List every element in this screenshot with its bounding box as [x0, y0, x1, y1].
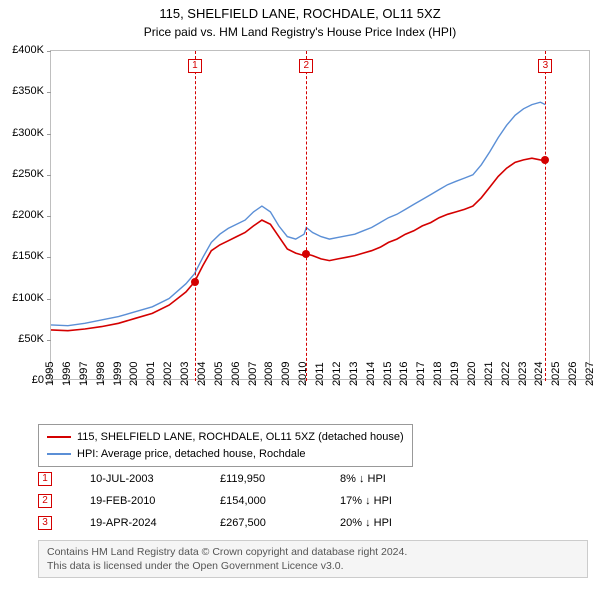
x-axis-label: 1997 [78, 362, 90, 386]
sale-event-number: 1 [38, 472, 52, 486]
y-tick [47, 340, 51, 341]
legend: 115, SHELFIELD LANE, ROCHDALE, OL11 5XZ … [38, 424, 413, 467]
y-axis-label: £0 [32, 374, 44, 386]
sale-marker-line [195, 51, 196, 381]
x-axis-label: 2009 [280, 362, 292, 386]
y-axis-label: £250K [12, 168, 44, 180]
sale-marker-dot [191, 278, 199, 286]
sale-event-price: £154,000 [220, 495, 340, 507]
y-tick [47, 175, 51, 176]
series-line-property [51, 158, 545, 331]
x-axis-label: 2005 [213, 362, 225, 386]
y-tick [47, 299, 51, 300]
chart-container: 115, SHELFIELD LANE, ROCHDALE, OL11 5XZ … [0, 0, 600, 590]
legend-swatch-hpi [47, 453, 71, 455]
y-axis-label: £300K [12, 127, 44, 139]
chart-title: 115, SHELFIELD LANE, ROCHDALE, OL11 5XZ [0, 0, 600, 23]
x-axis-label: 2014 [365, 362, 377, 386]
footer-line-2: This data is licensed under the Open Gov… [47, 559, 579, 573]
sale-event-number: 3 [38, 516, 52, 530]
y-tick [47, 134, 51, 135]
sale-marker-dot [541, 156, 549, 164]
sale-marker-dot [302, 250, 310, 258]
x-axis-label: 2002 [162, 362, 174, 386]
x-axis-label: 1998 [95, 362, 107, 386]
x-axis-label: 2023 [517, 362, 529, 386]
x-axis-label: 2000 [128, 362, 140, 386]
sale-marker-number: 2 [299, 59, 313, 73]
sale-event-price: £267,500 [220, 517, 340, 529]
y-tick [47, 216, 51, 217]
x-axis-label: 2016 [398, 362, 410, 386]
x-axis-label: 2012 [331, 362, 343, 386]
series-line-hpi [51, 102, 545, 326]
legend-label-hpi: HPI: Average price, detached house, Roch… [77, 446, 306, 463]
sale-marker-line [306, 51, 307, 381]
x-axis-label: 1995 [44, 362, 56, 386]
x-axis-label: 2022 [500, 362, 512, 386]
sale-marker-line [545, 51, 546, 381]
y-axis-label: £50K [18, 333, 44, 345]
x-axis-label: 2004 [196, 362, 208, 386]
x-axis-label: 1999 [112, 362, 124, 386]
footer-line-1: Contains HM Land Registry data © Crown c… [47, 545, 579, 559]
x-axis-label: 2008 [263, 362, 275, 386]
sale-event-row: 2 19-FEB-2010£154,00017% ↓ HPI [38, 490, 460, 512]
sale-event-date: 19-APR-2024 [90, 517, 220, 529]
x-axis-label: 2013 [348, 362, 360, 386]
y-tick [47, 92, 51, 93]
x-axis-label: 2026 [567, 362, 579, 386]
x-axis-label: 2011 [314, 362, 326, 386]
sale-event-row: 3 19-APR-2024£267,50020% ↓ HPI [38, 512, 460, 534]
x-axis-label: 2019 [449, 362, 461, 386]
footer-attribution: Contains HM Land Registry data © Crown c… [38, 540, 588, 578]
y-axis-label: £350K [12, 85, 44, 97]
x-axis-label: 2001 [145, 362, 157, 386]
sale-event-number: 2 [38, 494, 52, 508]
y-axis-label: £150K [12, 250, 44, 262]
legend-swatch-property [47, 436, 71, 438]
x-axis-label: 2003 [179, 362, 191, 386]
y-axis-label: £200K [12, 209, 44, 221]
legend-row-hpi: HPI: Average price, detached house, Roch… [47, 446, 404, 463]
x-axis-label: 2010 [297, 362, 309, 386]
x-axis-label: 2006 [230, 362, 242, 386]
y-axis-label: £100K [12, 292, 44, 304]
plot-svg [51, 51, 591, 381]
sale-event-row: 1 10-JUL-2003£119,9508% ↓ HPI [38, 468, 460, 490]
x-axis-label: 2020 [466, 362, 478, 386]
y-tick [47, 257, 51, 258]
sale-event-diff: 17% ↓ HPI [340, 495, 460, 507]
y-tick [47, 51, 51, 52]
sale-event-price: £119,950 [220, 473, 340, 485]
y-axis-label: £400K [12, 44, 44, 56]
sale-marker-number: 1 [188, 59, 202, 73]
x-axis-label: 2021 [483, 362, 495, 386]
chart-area: 123 £0£50K£100K£150K£200K£250K£300K£350K… [50, 50, 590, 380]
x-axis-label: 1996 [61, 362, 73, 386]
chart-subtitle: Price paid vs. HM Land Registry's House … [0, 23, 600, 39]
sale-events-table: 1 10-JUL-2003£119,9508% ↓ HPI 2 19-FEB-2010… [38, 468, 460, 534]
legend-label-property: 115, SHELFIELD LANE, ROCHDALE, OL11 5XZ … [77, 429, 404, 446]
plot-region: 1 2 3 [50, 50, 590, 380]
x-axis-label: 2017 [415, 362, 427, 386]
x-axis-label: 2027 [584, 362, 596, 386]
x-axis-label: 2025 [550, 362, 562, 386]
x-axis-label: 2024 [533, 362, 545, 386]
sale-event-date: 10-JUL-2003 [90, 473, 220, 485]
legend-row-property: 115, SHELFIELD LANE, ROCHDALE, OL11 5XZ … [47, 429, 404, 446]
x-axis-label: 2015 [382, 362, 394, 386]
x-axis-label: 2007 [247, 362, 259, 386]
sale-event-date: 19-FEB-2010 [90, 495, 220, 507]
x-axis-label: 2018 [432, 362, 444, 386]
sale-marker-number: 3 [538, 59, 552, 73]
sale-event-diff: 20% ↓ HPI [340, 517, 460, 529]
sale-event-diff: 8% ↓ HPI [340, 473, 460, 485]
